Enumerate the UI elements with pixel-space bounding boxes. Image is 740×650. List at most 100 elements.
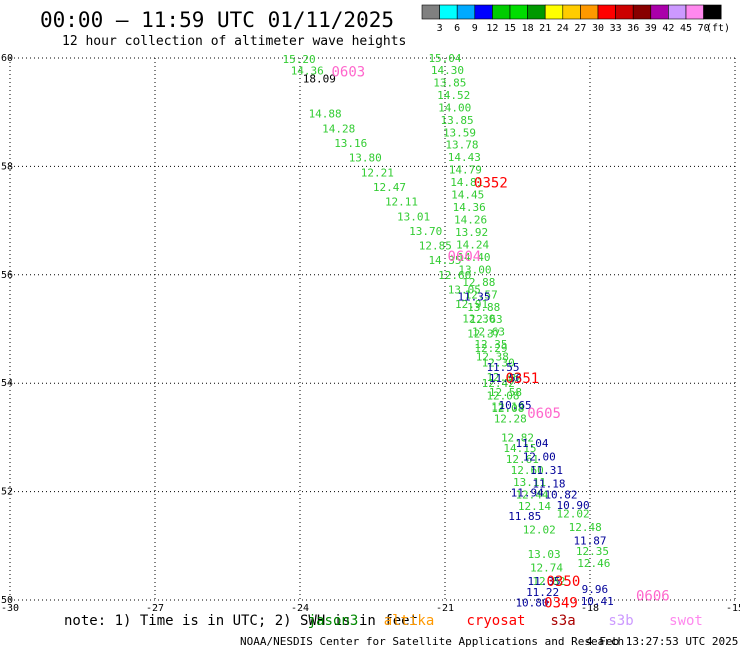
wave-height-value: 13.85 [433, 76, 466, 89]
wave-height-value: 14.36 [291, 64, 324, 77]
colorbar-swatch [474, 4, 493, 20]
wave-height-value: 14.52 [437, 89, 470, 102]
colorbar-swatch [492, 4, 511, 20]
colorbar-swatch [615, 4, 634, 20]
colorbar-label: 39 [645, 23, 657, 34]
wave-height-value: 12.35 [474, 338, 507, 351]
footer-credit: NOAA/NESDIS Center for Satellite Applica… [240, 635, 624, 648]
legend-s3a: s3a [550, 613, 575, 629]
colorbar-label: 3 [437, 23, 443, 34]
colorbar-swatch [580, 4, 599, 20]
chart-title: 00:00 – 11:59 UTC 01/11/2025 [40, 8, 394, 32]
wave-height-value: 12.08 [486, 390, 519, 403]
wave-height-value: 15.04 [428, 52, 461, 65]
wave-height-value: 14.30 [431, 64, 464, 77]
colorbar-label: 42 [662, 23, 674, 34]
wave-height-value: 14.88 [309, 107, 342, 120]
wave-height-value: 11.31 [530, 464, 563, 477]
colorbar-label: 21 [539, 23, 551, 34]
colorbar-swatch [439, 4, 458, 20]
wave-height-value: 12.08 [491, 402, 524, 415]
wave-height-value: 10.90 [557, 499, 590, 512]
wave-height-value: 13.78 [445, 139, 478, 152]
wave-height-value: 12.14 [518, 500, 551, 513]
wave-height-value: 12.85 [419, 240, 452, 253]
pass-label: 0350 [547, 574, 581, 590]
wave-height-value: 14.24 [456, 238, 489, 251]
y-tick-label: 60 [1, 53, 13, 64]
wave-height-value: 13.01 [397, 210, 430, 223]
x-tick-label: -30 [1, 603, 19, 614]
wave-height-value: 11.22 [526, 586, 559, 599]
colorbar-label: 6 [454, 23, 460, 34]
wave-height-value: 12.88 [462, 276, 495, 289]
satellite-legend: jason3 altika cryosat s3a s3b swot [308, 613, 703, 629]
colorbar-label: 15 [504, 23, 516, 34]
wave-height-value: 14.45 [451, 189, 484, 202]
wave-height-value: 12.60 [438, 269, 471, 282]
colorbar-label: 9 [472, 23, 478, 34]
wave-height-value: 11.85 [508, 510, 541, 523]
wave-height-value: 12.21 [361, 166, 394, 179]
colorbar-label: 18 [522, 23, 534, 34]
colorbar-label: 70 [698, 23, 710, 34]
pass-label: 0349 [544, 596, 578, 612]
wave-height-value: 12.30 [482, 357, 515, 370]
wave-height-value: 12.63 [472, 326, 505, 339]
colorbar-label: 24 [557, 23, 569, 34]
wave-height-value: 11.56 [489, 372, 522, 385]
wave-height-value: 14.79 [449, 164, 482, 177]
colorbar-label: 33 [610, 23, 622, 34]
colorbar-swatch [668, 4, 687, 20]
wave-height-value: 13.00 [458, 263, 491, 276]
wave-height-value: 12.29 [474, 342, 507, 355]
pass-label: 0603 [331, 65, 365, 81]
wave-height-value: 14.36 [453, 201, 486, 214]
wave-height-value: 13.03 [528, 548, 561, 561]
colorbar: 3 6 9 12 15 18 21 24 27 30 33 36 39 42 45 70 [421, 4, 722, 34]
pass-label: 0606 [636, 589, 670, 605]
y-tick-label: 56 [1, 270, 13, 281]
wave-height-value: 12.47 [373, 181, 406, 194]
x-tick-label: -24 [291, 603, 309, 614]
footer-timestamp: 4 Feb 13:27:53 UTC 2025 [586, 635, 738, 648]
wave-height-value: 14.40 [457, 251, 490, 264]
wave-height-value: 12.63 [470, 313, 503, 326]
wave-height-value: 12.74 [530, 561, 563, 574]
colorbar-swatch [544, 4, 564, 20]
wave-height-value: 11.35 [457, 290, 490, 303]
wave-height-value: 14.81 [450, 176, 483, 189]
legend-jason3: jason3 [308, 613, 359, 629]
wave-height-value: 15.20 [282, 53, 315, 66]
legend-swot: swot [669, 613, 703, 629]
x-tick-label: -21 [436, 603, 454, 614]
wave-height-value: 13.70 [409, 225, 442, 238]
wave-height-value: 13.11 [513, 476, 546, 489]
y-tick-label: 54 [1, 378, 13, 389]
colorbar-label: 12 [486, 23, 498, 34]
legend-altika: altika [384, 613, 435, 629]
colorbar-swatch [632, 4, 652, 20]
wave-height-value: 13.80 [349, 152, 382, 165]
wave-height-value: 12.82 [501, 431, 534, 444]
colorbar-swatch [421, 4, 440, 20]
wave-height-value: 14.28 [322, 122, 355, 135]
plot-area: -30-27-24-21-18-1550525456586015.2014.36… [1, 52, 740, 614]
wave-height-value: 12.38 [476, 351, 509, 364]
wave-height-value: 14.00 [438, 101, 471, 114]
wave-height-value: 11.04 [515, 437, 548, 450]
wave-height-value: 12.19 [491, 401, 524, 414]
wave-height-value: 12.02 [523, 524, 556, 537]
colorbar-swatch [650, 4, 669, 20]
wave-height-value: 14.43 [448, 151, 481, 164]
wave-height-value: 10.80 [515, 597, 548, 610]
wave-height-value: 11.55 [486, 361, 519, 374]
wave-height-value: 12.30 [462, 313, 495, 326]
chart-subtitle: 12 hour collection of altimeter wave hei… [62, 34, 406, 49]
wave-height-value: 12.60 [511, 464, 544, 477]
wave-height-value: 13.16 [334, 137, 367, 150]
wave-height-value: 18.09 [303, 73, 336, 86]
wave-height-value: 10.41 [581, 595, 614, 608]
wave-height-value: 11.94 [511, 487, 544, 500]
x-tick-label: -27 [146, 603, 164, 614]
